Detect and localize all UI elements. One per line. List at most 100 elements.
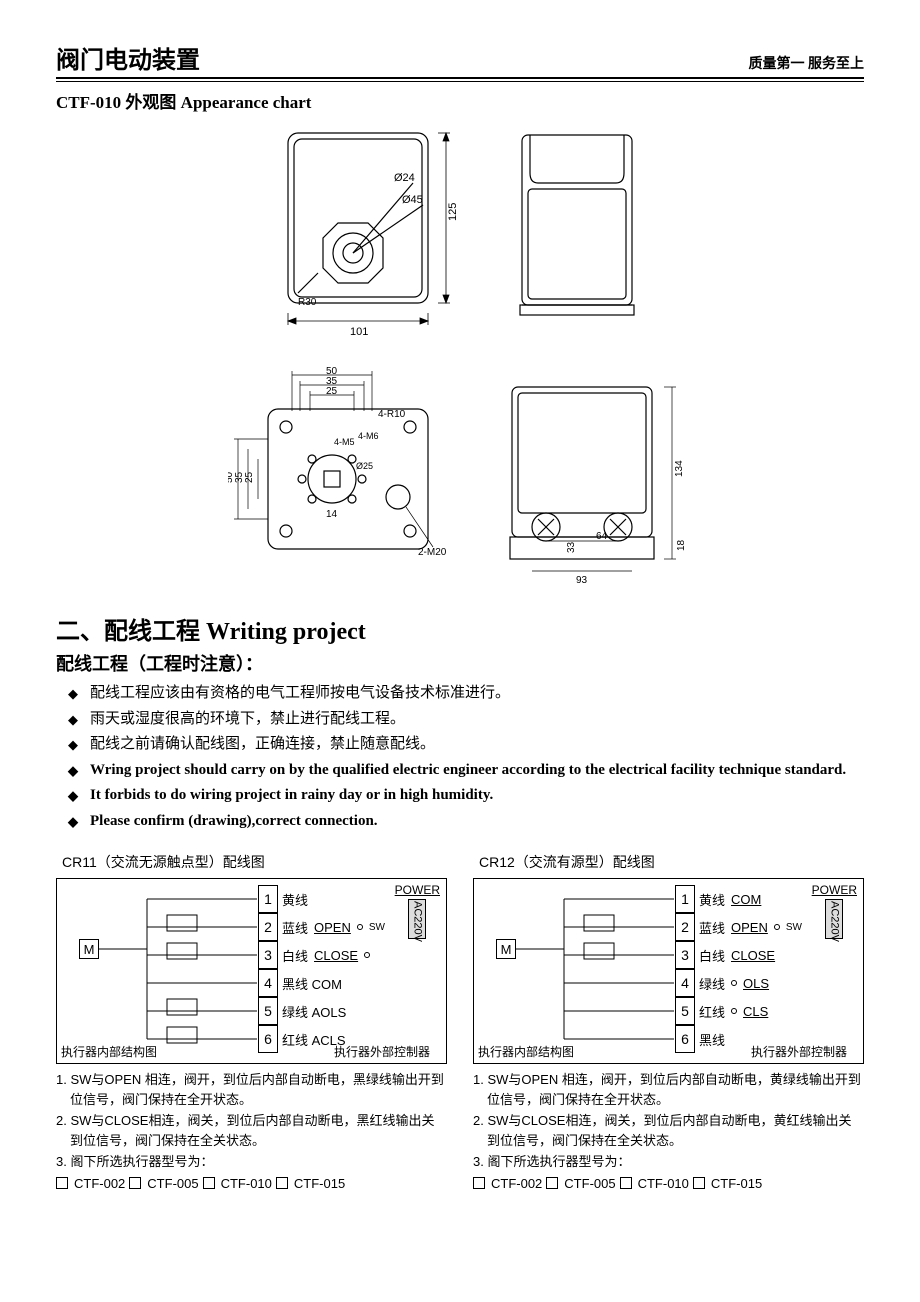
terminal-1: 1 (675, 885, 695, 913)
cr11-power: POWER AC220V (395, 883, 440, 942)
checkbox-icon (129, 1177, 141, 1189)
r-t1-label: 黄线 (699, 890, 725, 909)
figure-row-1: 125 101 Ø24 Ø45 R30 (56, 123, 864, 343)
r-t1-tag: COM (731, 892, 761, 907)
cr11-note-2: 2. SW与CLOSE相连，阀关，到位后内部自动断电，黑红线输出关到位信号，阀门… (56, 1111, 447, 1150)
cr11-title: CR11（交流无源触点型）配线图 (62, 852, 447, 872)
model-3: CTF-010 (221, 1176, 272, 1191)
t5-label: 绿线 AOLS (282, 1002, 346, 1021)
svg-text:93: 93 (576, 575, 588, 586)
r-t4-label: 绿线 (699, 974, 725, 993)
t3-label: 白线 (282, 946, 308, 965)
note-en-2: It forbids to do wiring project in rainy… (90, 784, 864, 807)
svg-text:Ø24: Ø24 (394, 172, 415, 184)
note-cn-3: 配线之前请确认配线图，正确连接，禁止随意配线。 (90, 733, 864, 756)
note-cn-2: 雨天或湿度很高的环境下，禁止进行配线工程。 (90, 708, 864, 731)
checkbox-icon (203, 1177, 215, 1189)
figure-row-2: 50 35 25 50 35 25 4-R10 4-M6 4-M5 Ø25 14… (56, 367, 864, 587)
cr12-note-2: 2. SW与CLOSE相连，阀关，到位后内部自动断电，黄红线输出关到位信号，阀门… (473, 1111, 864, 1150)
terminal-3: 3 (675, 941, 695, 969)
terminal-1: 1 (258, 885, 278, 913)
svg-text:4-M5: 4-M5 (334, 437, 355, 447)
r-sw-label: SW (786, 922, 802, 933)
checkbox-icon (276, 1177, 288, 1189)
terminal-2: 2 (675, 913, 695, 941)
svg-text:64: 64 (596, 531, 608, 542)
cr12-models: CTF-002 CTF-005 CTF-010 CTF-015 (473, 1176, 864, 1191)
sw-label: SW (369, 922, 385, 933)
page-header: 阀门电动装置 质量第一 服务至上 (56, 40, 864, 79)
svg-text:134: 134 (674, 460, 685, 477)
t1-label: 黄线 (282, 890, 308, 909)
r-model-3: CTF-010 (638, 1176, 689, 1191)
svg-text:2-M20: 2-M20 (418, 547, 447, 558)
r-t3-label: 白线 (699, 946, 725, 965)
cr11-diagram: M 1 (56, 878, 447, 1064)
r-t2-tag: OPEN (731, 920, 768, 935)
front-view-drawing: 125 101 Ø24 Ø45 R30 (268, 123, 468, 343)
r-t3-tag: CLOSE (731, 948, 775, 963)
svg-text:4-M6: 4-M6 (358, 431, 379, 441)
header-rule (56, 81, 864, 82)
checkbox-icon (546, 1177, 558, 1189)
checkbox-icon (473, 1177, 485, 1189)
r-model-4: CTF-015 (711, 1176, 762, 1191)
r-model-2: CTF-005 (564, 1176, 615, 1191)
page-motto: 质量第一 服务至上 (749, 53, 865, 73)
r-power-label: POWER (812, 883, 857, 897)
svg-text:4-R10: 4-R10 (378, 409, 406, 420)
terminal-6: 6 (258, 1025, 278, 1053)
cr11-wires (57, 879, 257, 1059)
internal-label: 执行器内部结构图 (61, 1043, 157, 1060)
ac-label: AC220V (408, 899, 426, 939)
terminal-4: 4 (258, 969, 278, 997)
checkbox-icon (620, 1177, 632, 1189)
svg-text:25: 25 (326, 386, 338, 397)
external-label: 执行器外部控制器 (334, 1043, 430, 1060)
t3-tag: CLOSE (314, 948, 358, 963)
cr11-notes: 1. SW与OPEN 相连，阀开，到位后内部自动断电，黑绿线输出开到位信号，阀门… (56, 1070, 447, 1172)
svg-text:101: 101 (350, 326, 368, 338)
cr11-labels: 黄线 蓝线OPENSW 白线CLOSE 黑线 COM 绿线 AOLS 红线 AC… (282, 885, 390, 1053)
t2-tag: OPEN (314, 920, 351, 935)
r-t2-label: 蓝线 (699, 918, 725, 937)
page-title: 阀门电动装置 (56, 40, 200, 75)
checkbox-icon (693, 1177, 705, 1189)
r-internal-label: 执行器内部结构图 (478, 1043, 574, 1060)
terminal-6: 6 (675, 1025, 695, 1053)
cr12-diagram: M 1 2 3 4 5 (473, 878, 864, 1064)
svg-text:125: 125 (447, 203, 459, 221)
note-en-3: Please confirm (drawing),correct connect… (90, 810, 864, 833)
svg-text:33: 33 (566, 541, 577, 553)
cr12-terminals: 1 2 3 4 5 6 (675, 885, 695, 1053)
cr11-note-3: 3. 阁下所选执行器型号为： (56, 1152, 447, 1172)
terminal-3: 3 (258, 941, 278, 969)
svg-text:R30: R30 (298, 297, 317, 308)
cr12-notes: 1. SW与OPEN 相连，阀开，到位后内部自动断电，黄绿线输出开到位信号，阀门… (473, 1070, 864, 1172)
r-t5-tag: CLS (743, 1004, 768, 1019)
cr12-wires (474, 879, 674, 1059)
cr12-note-1: 1. SW与OPEN 相连，阀开，到位后内部自动断电，黄绿线输出开到位信号，阀门… (473, 1070, 864, 1109)
wiring-heading: 二、配线工程 Writing project (56, 611, 864, 646)
terminal-5: 5 (258, 997, 278, 1025)
svg-text:25: 25 (244, 471, 255, 483)
cr11-column: CR11（交流无源触点型）配线图 M (56, 852, 447, 1191)
svg-text:18: 18 (676, 539, 687, 551)
appearance-title: CTF-010 外观图 Appearance chart (56, 88, 864, 113)
checkbox-icon (56, 1177, 68, 1189)
power-label: POWER (395, 883, 440, 897)
model-4: CTF-015 (294, 1176, 345, 1191)
model-2: CTF-005 (147, 1176, 198, 1191)
cr12-power: POWER AC220V (812, 883, 857, 942)
cr12-column: CR12（交流有源型）配线图 M 1 2 (473, 852, 864, 1191)
t4-label: 黑线 COM (282, 974, 342, 993)
r-external-label: 执行器外部控制器 (751, 1043, 847, 1060)
wiring-subheading: 配线工程（工程时注意）： (56, 650, 864, 676)
cr12-title: CR12（交流有源型）配线图 (479, 852, 864, 872)
wiring-diagrams-row: CR11（交流无源触点型）配线图 M (56, 852, 864, 1191)
r-t4-tag: OLS (743, 976, 769, 991)
note-en-1: Wring project should carry on by the qua… (90, 759, 864, 782)
terminal-5: 5 (675, 997, 695, 1025)
r-model-1: CTF-002 (491, 1176, 542, 1191)
svg-text:14: 14 (326, 509, 338, 520)
